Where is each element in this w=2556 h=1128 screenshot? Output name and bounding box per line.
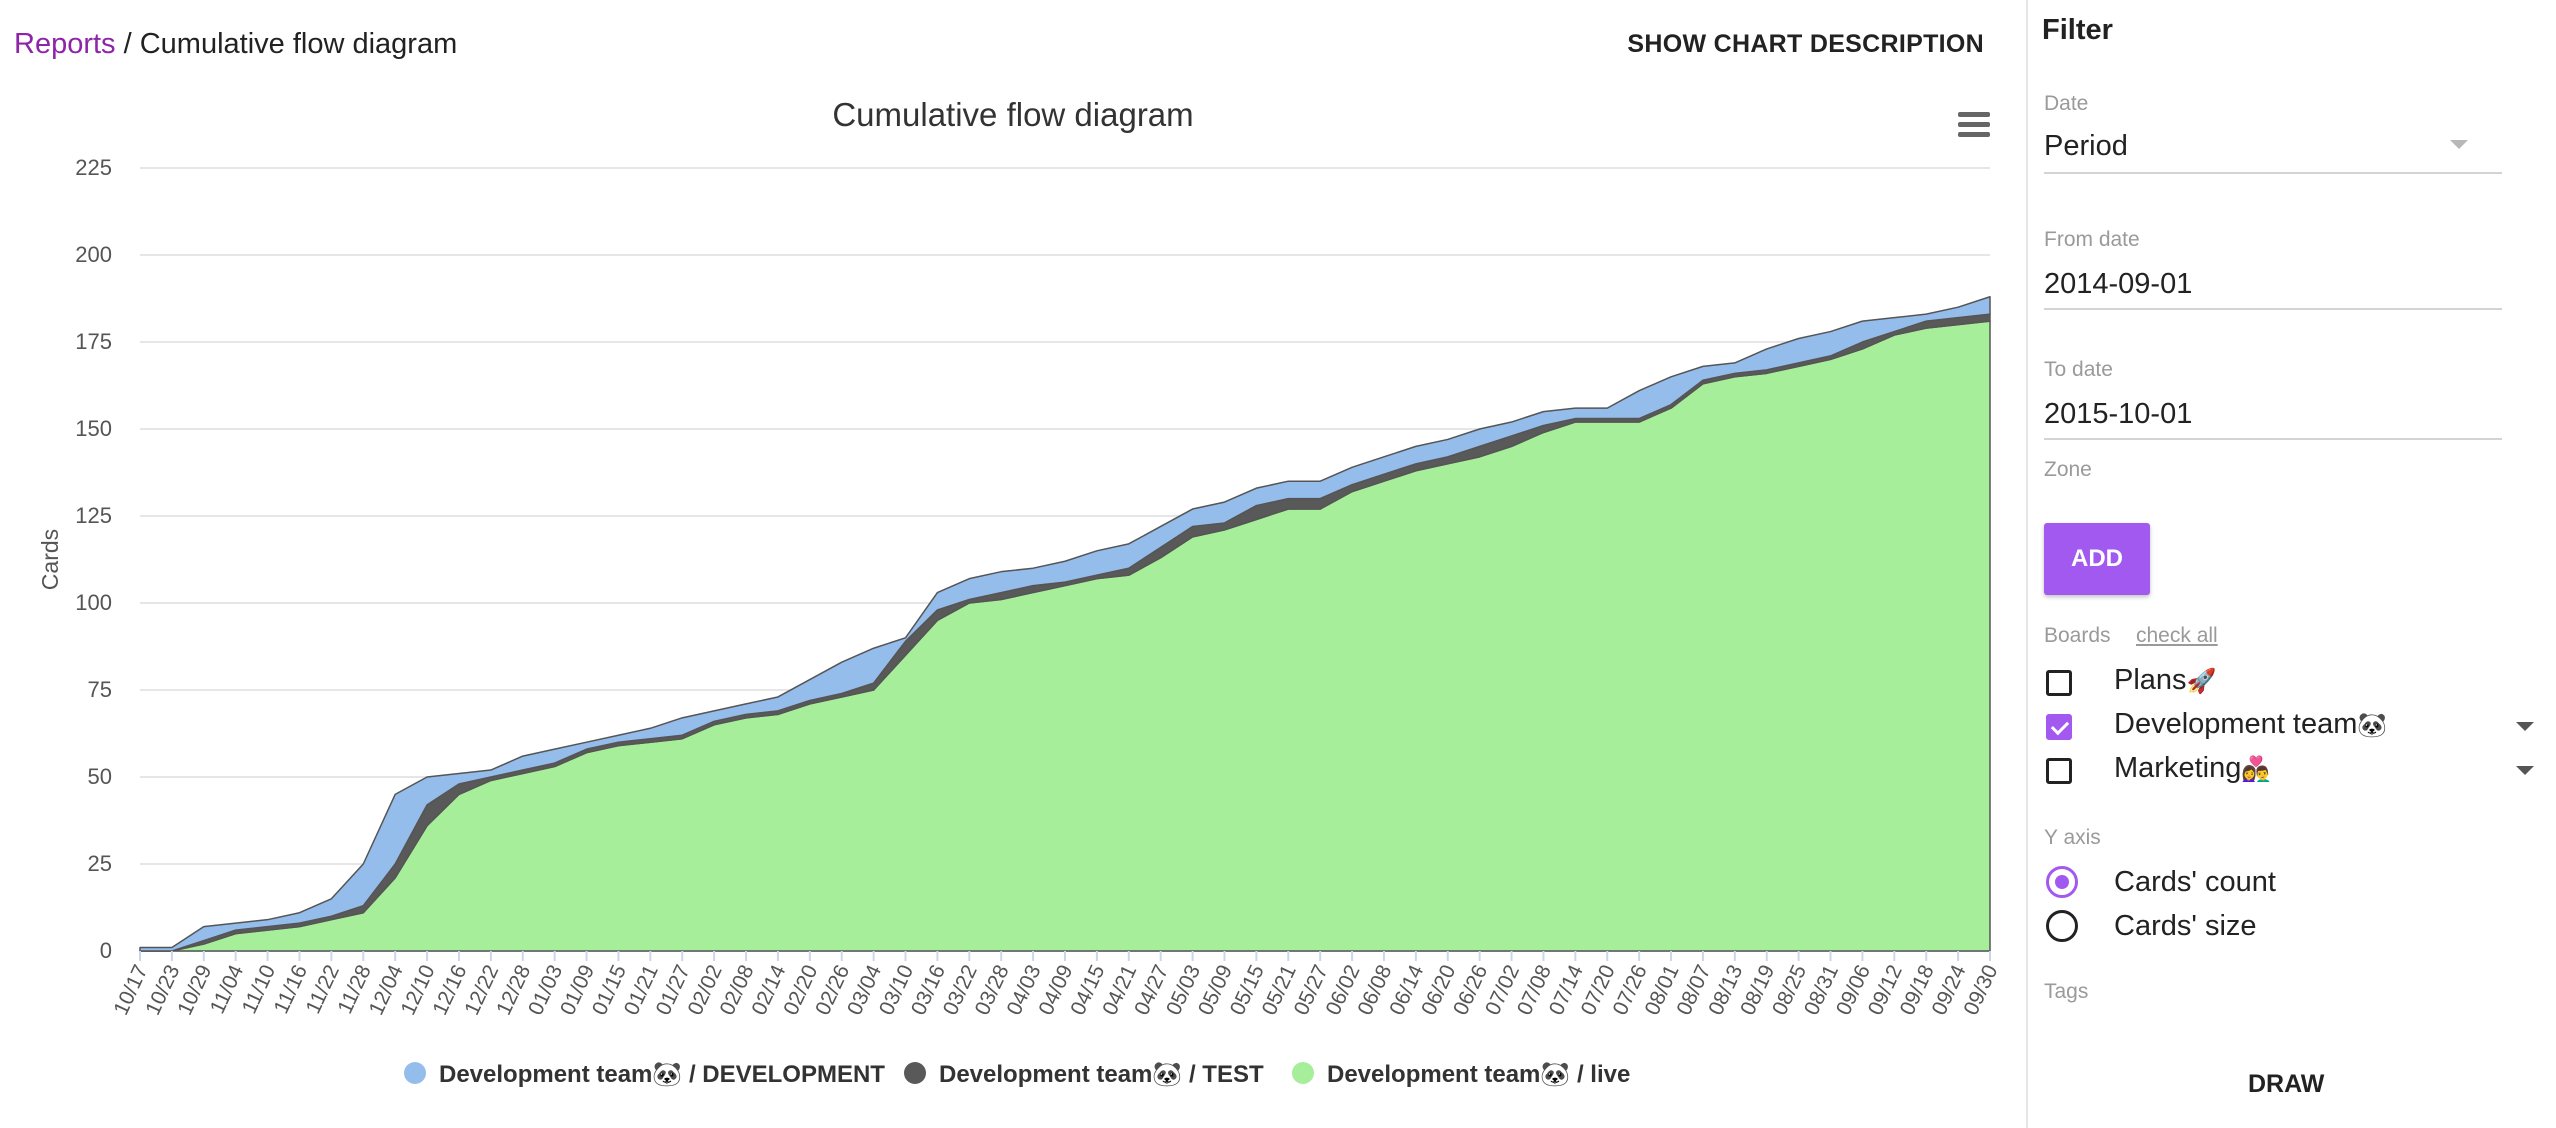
date-select[interactable]: Period: [2044, 130, 2128, 162]
legend-marker: [1292, 1062, 1314, 1084]
report-area: Reports / Cumulative flow diagram SHOW C…: [14, 28, 2003, 1088]
breadcrumb-reports-link[interactable]: Reports: [14, 28, 116, 60]
cards-size-label: Cards' size: [2114, 910, 2257, 942]
legend-label: Development team🐼 / DEVELOPMENT: [439, 1060, 885, 1088]
board-name: Development team: [2114, 708, 2358, 740]
board-label-development-team: Development team🐼: [2114, 708, 2387, 741]
date-label: Date: [2044, 92, 2089, 115]
from-date-underline: [2044, 308, 2502, 310]
date-underline: [2044, 172, 2502, 174]
tags-label: Tags: [2044, 980, 2089, 1003]
board-name: Marketing: [2114, 752, 2242, 784]
add-zone-button[interactable]: ADD: [2044, 523, 2150, 595]
y-tick-label: 25: [88, 851, 112, 876]
y-tick-label: 50: [88, 764, 112, 789]
chart-title: Cumulative flow diagram: [832, 96, 1193, 133]
radio-cards-count[interactable]: [2046, 866, 2078, 898]
legend-marker: [904, 1062, 926, 1084]
boards-label: Boards: [2044, 624, 2111, 647]
to-date-input[interactable]: 2015-10-01: [2044, 398, 2193, 430]
legend-marker: [404, 1062, 426, 1084]
expand-marketing-chevron-down-icon[interactable]: [2516, 766, 2534, 775]
board-checkbox-development-team[interactable]: [2046, 714, 2072, 740]
y-tick-label: 0: [100, 938, 112, 963]
y-tick-label: 100: [75, 590, 112, 615]
from-date-label: From date: [2044, 228, 2140, 251]
filter-sidebar: Filter Date Period From date 2014-09-01 …: [2026, 0, 2556, 1128]
show-chart-description-button[interactable]: SHOW CHART DESCRIPTION: [1627, 30, 1984, 58]
check-all-link[interactable]: check all: [2136, 624, 2218, 647]
y-axis-label: Y axis: [2044, 826, 2101, 849]
y-tick-label: 75: [88, 677, 112, 702]
series-area-live: [139, 320, 1991, 952]
breadcrumb-separator: /: [115, 28, 140, 60]
board-label-plans: Plans🚀: [2114, 664, 2216, 697]
zone-label: Zone: [2044, 458, 2092, 481]
radio-cards-size[interactable]: [2046, 910, 2078, 942]
legend-label: Development team🐼 / TEST: [939, 1060, 1264, 1088]
menu-bar: [1958, 112, 1990, 117]
y-tick-label: 200: [75, 242, 112, 267]
breadcrumb-current: Cumulative flow diagram: [139, 28, 458, 60]
board-checkbox-plans[interactable]: [2046, 670, 2072, 696]
board-name: Plans: [2114, 664, 2187, 696]
menu-bar: [1958, 132, 1990, 137]
y-tick-label: 175: [75, 329, 112, 354]
board-label-marketing: Marketing👩‍❤️‍👨: [2114, 752, 2271, 785]
to-date-label: To date: [2044, 358, 2113, 381]
legend-label: Development team🐼 / live: [1327, 1060, 1630, 1088]
cards-count-label: Cards' count: [2114, 866, 2276, 898]
to-date-underline: [2044, 438, 2502, 440]
hamburger-menu-icon[interactable]: [1958, 112, 1990, 137]
breadcrumb: Reports / Cumulative flow diagram: [14, 28, 457, 61]
y-tick-label: 125: [75, 503, 112, 528]
from-date-input[interactable]: 2014-09-01: [2044, 268, 2193, 300]
chevron-down-icon[interactable]: [2450, 140, 2468, 149]
panda-icon: 🐼: [2357, 712, 2388, 739]
series-area-development: [139, 296, 1991, 952]
y-tick-label: 225: [75, 155, 112, 180]
cumulative-flow-chart: Cumulative flow diagram 0 25 50 75 100 125 150 1…: [37, 96, 2003, 1088]
expand-development-team-chevron-down-icon[interactable]: [2516, 722, 2534, 731]
board-checkbox-marketing[interactable]: [2046, 758, 2072, 784]
couple-icon: 👩‍❤️‍👨: [2241, 756, 2272, 783]
draw-button[interactable]: DRAW: [2248, 1070, 2325, 1098]
y-axis-label: Cards: [37, 529, 63, 590]
menu-bar: [1958, 122, 1990, 127]
filter-title: Filter: [2042, 14, 2113, 46]
y-tick-label: 150: [75, 416, 112, 441]
rocket-icon: 🚀: [2186, 668, 2217, 695]
